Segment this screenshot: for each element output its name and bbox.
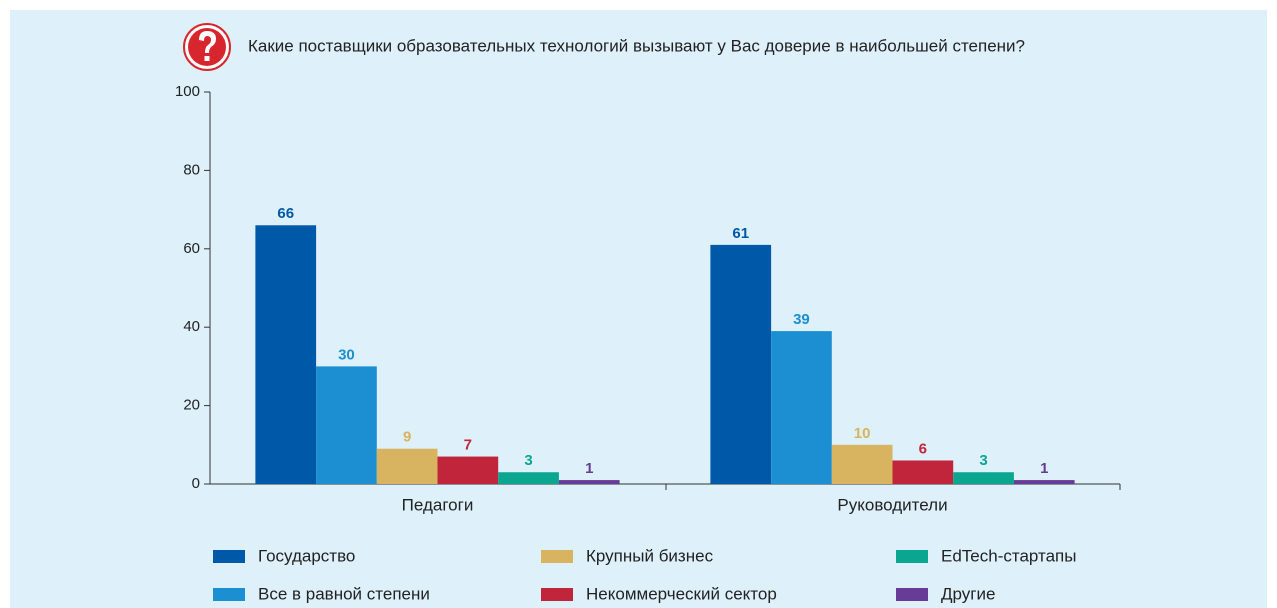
value-label: 3 <box>979 452 987 469</box>
value-label: 1 <box>1040 460 1048 477</box>
value-label: 3 <box>524 452 532 469</box>
legend-label: Другие <box>941 584 995 603</box>
bar <box>771 331 832 484</box>
bar <box>892 460 954 484</box>
y-tick-label: 80 <box>183 161 200 178</box>
chart-title: Какие поставщики образовательных техноло… <box>248 36 1025 55</box>
x-tick-label: Педагоги <box>402 495 474 514</box>
legend-label: Все в равной степени <box>258 584 430 603</box>
value-label: 30 <box>338 346 355 363</box>
legend-swatch <box>896 550 928 563</box>
value-label: 61 <box>732 225 749 242</box>
y-tick-label: 20 <box>183 397 200 414</box>
value-label: 9 <box>403 429 411 446</box>
panel <box>10 10 1267 608</box>
bar <box>831 444 893 484</box>
bar <box>710 244 772 484</box>
question-icon <box>183 23 231 71</box>
value-label: 10 <box>854 425 871 442</box>
legend-swatch <box>541 550 573 563</box>
legend-swatch <box>541 588 573 601</box>
legend-label: Крупный бизнес <box>586 546 714 565</box>
bar <box>316 366 377 484</box>
legend-swatch <box>213 588 245 601</box>
bar <box>1013 480 1075 484</box>
bar <box>558 480 620 484</box>
value-label: 6 <box>919 440 927 457</box>
bar <box>498 472 559 484</box>
value-label: 7 <box>464 437 472 454</box>
y-tick-label: 40 <box>183 318 200 335</box>
bar <box>953 472 1014 484</box>
value-label: 39 <box>793 311 810 328</box>
legend-label: EdTech-стартапы <box>941 546 1076 565</box>
legend-label: Некоммерческий сектор <box>586 584 777 603</box>
bar <box>255 225 317 484</box>
y-tick-label: 100 <box>175 83 200 100</box>
x-tick-label: Руководители <box>837 495 947 514</box>
legend-swatch <box>213 550 245 563</box>
legend-label: Государство <box>258 546 355 565</box>
y-tick-label: 60 <box>183 240 200 257</box>
legend-swatch <box>896 588 928 601</box>
value-label: 1 <box>585 460 593 477</box>
y-tick-label: 0 <box>192 475 200 492</box>
value-label: 66 <box>277 205 294 222</box>
bar <box>437 456 499 484</box>
bar <box>376 448 438 484</box>
